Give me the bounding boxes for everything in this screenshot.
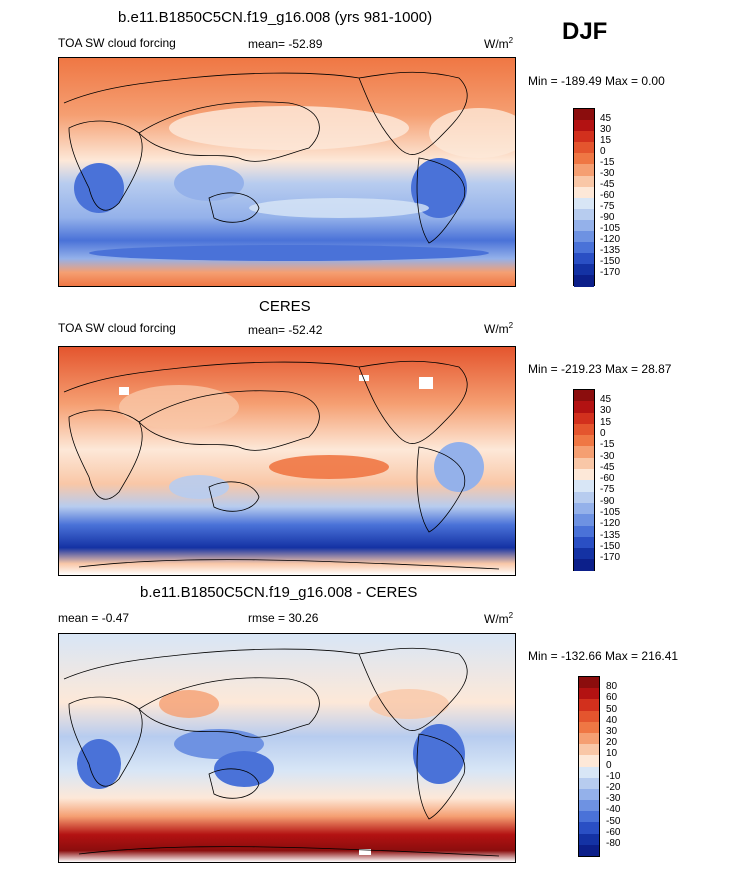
colorbar-tick: -80 [606,838,621,849]
panel-2-mean: mean= -52.42 [248,323,323,337]
colorbar-tick: -60 [600,190,615,201]
panel-1-colorbar-ticks: 45 30 15 0 -15 -30 -45 -60 -75 -90 -105 … [600,108,640,286]
season-label: DJF [562,18,608,45]
panel-2-variable: TOA SW cloud forcing [58,321,176,335]
colorbar-tick: -75 [600,484,615,495]
panel-2-units: W/m2 [484,321,514,336]
colorbar-tick: 0 [606,760,612,771]
colorbar-tick: 50 [606,704,618,715]
colorbar-tick: 60 [606,692,618,703]
colorbar-tick: 80 [606,681,618,692]
panel-3-colorbar [578,676,600,857]
panel-2-header: CERES [259,298,311,315]
colorbar-tick: -150 [600,256,621,267]
colorbar-tick: -90 [600,212,615,223]
colorbar-tick: -75 [600,201,615,212]
colorbar-tick: -120 [600,518,621,529]
colorbar-tick: -20 [606,782,621,793]
colorbar-tick: 30 [606,726,618,737]
colorbar-tick: -105 [600,507,621,518]
panel-1-header: b.e11.B1850C5CN.f19_g16.008 (yrs 981-100… [118,9,433,26]
colorbar-tick: -30 [600,168,615,179]
colorbar-tick: -135 [600,530,621,541]
colorbar-tick: 10 [606,748,618,759]
panel-1-minmax: Min = -189.49 Max = 0.00 [528,74,665,88]
colorbar-tick: -30 [606,793,621,804]
colorbar-tick: -60 [606,827,621,838]
colorbar-tick: 30 [600,124,612,135]
panel-2-colorbar [573,389,595,571]
colorbar-tick: -30 [600,451,615,462]
colorbar-tick: -105 [600,223,621,234]
colorbar-tick: -40 [606,804,621,815]
panel-1-map [58,57,516,287]
colorbar-tick: 45 [600,394,612,405]
colorbar-tick: 40 [606,715,618,726]
panel-3-mean: mean = -0.47 [58,611,130,625]
colorbar-tick: -120 [600,234,621,245]
colorbar-tick: -170 [600,552,621,563]
colorbar-tick: -60 [600,473,615,484]
panel-1-units: W/m2 [484,36,514,51]
panel-3-units: W/m2 [484,611,514,626]
panel-3-minmax: Min = -132.66 Max = 216.41 [528,649,679,663]
panel-3-rmse: rmse = 30.26 [248,611,319,625]
colorbar-tick: -45 [600,462,615,473]
colorbar-tick: -15 [600,439,615,450]
colorbar-tick: -50 [606,816,621,827]
panel-2-map [58,346,516,576]
colorbar-tick: -45 [600,179,615,190]
panel-3-colorbar-ticks: 80 60 50 40 30 20 10 0 -10 -20 -30 -40 -… [606,676,646,857]
colorbar-tick: 15 [600,417,612,428]
colorbar-tick: -90 [600,496,615,507]
colorbar-tick: 45 [600,113,612,124]
panel-1-colorbar [573,108,595,287]
colorbar-tick: -135 [600,245,621,256]
panel-3-map [58,633,516,863]
panel-2-colorbar-ticks: 45 30 15 0 -15 -30 -45 -60 -75 -90 -105 … [600,389,640,571]
colorbar-tick: -150 [600,541,621,552]
panel-2-minmax: Min = -219.23 Max = 28.87 [528,362,672,376]
panel-3-header: b.e11.B1850C5CN.f19_g16.008 - CERES [140,584,418,601]
colorbar-tick: 30 [600,405,612,416]
panel-1-mean: mean= -52.89 [248,37,323,51]
colorbar-tick: -15 [600,157,615,168]
colorbar-tick: -170 [600,267,621,278]
colorbar-tick: 0 [600,428,606,439]
colorbar-tick: 0 [600,146,606,157]
colorbar-tick: -10 [606,771,621,782]
colorbar-tick: 20 [606,737,618,748]
panel-1-variable: TOA SW cloud forcing [58,36,176,50]
colorbar-tick: 15 [600,135,612,146]
